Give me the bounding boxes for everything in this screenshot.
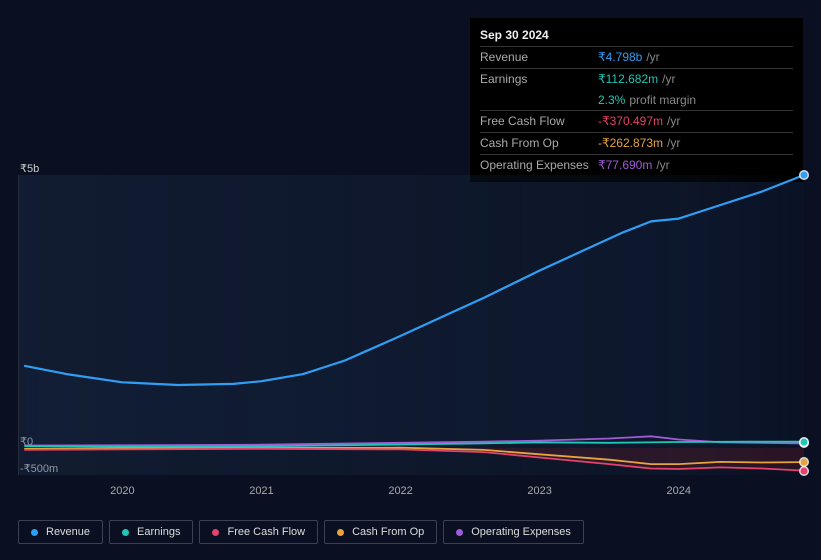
tooltip-value: -₹262.873m (598, 136, 663, 150)
tooltip-value: ₹112.682m (598, 72, 658, 86)
tooltip-row: Revenue₹4.798b/yr (480, 46, 793, 68)
legend: Revenue Earnings Free Cash Flow Cash From O… (18, 520, 584, 544)
y-axis-tick: ₹5b (20, 162, 39, 175)
tooltip-row: Free Cash Flow-₹370.497m/yr (480, 110, 793, 132)
tooltip-value: ₹77.690m (598, 158, 652, 172)
tooltip-value-wrap: 2.3% profit margin (598, 92, 696, 109)
legend-dot-icon (337, 529, 344, 536)
chart-svg (18, 175, 804, 475)
tooltip-date: Sep 30 2024 (480, 24, 793, 46)
legend-item-free-cash-flow[interactable]: Free Cash Flow (199, 520, 318, 544)
series-end-marker (801, 438, 808, 445)
tooltip-value-wrap: -₹262.873m/yr (598, 135, 680, 152)
x-axis-tick: 2023 (527, 485, 551, 497)
x-axis-tick: 2021 (249, 485, 273, 497)
tooltip-value-wrap: ₹77.690m/yr (598, 157, 670, 174)
legend-item-earnings[interactable]: Earnings (109, 520, 193, 544)
x-axis-tick: 2024 (667, 485, 691, 497)
tooltip-label: Earnings (480, 71, 598, 88)
tooltip-value-wrap: -₹370.497m/yr (598, 113, 680, 130)
tooltip-label: Cash From Op (480, 135, 598, 152)
legend-dot-icon (31, 529, 38, 536)
tooltip-panel: Sep 30 2024 Revenue₹4.798b/yrEarnings₹11… (470, 18, 803, 182)
legend-label: Revenue (46, 526, 90, 538)
tooltip-suffix: /yr (656, 158, 669, 172)
tooltip-label: Operating Expenses (480, 157, 598, 174)
tooltip-value: -₹370.497m (598, 114, 663, 128)
series-end-marker (801, 467, 808, 474)
x-axis-tick: 2020 (110, 485, 134, 497)
tooltip-value-wrap: ₹4.798b/yr (598, 49, 660, 66)
tooltip-row: Earnings₹112.682m/yr (480, 68, 793, 90)
tooltip-suffix: /yr (646, 50, 659, 64)
legend-dot-icon (456, 529, 463, 536)
tooltip-value: 2.3% (598, 93, 625, 107)
tooltip-suffix: /yr (667, 114, 680, 128)
tooltip-value-wrap: ₹112.682m/yr (598, 71, 675, 88)
legend-label: Cash From Op (352, 526, 424, 538)
tooltip-row: Cash From Op-₹262.873m/yr (480, 132, 793, 154)
tooltip-suffix: /yr (662, 72, 675, 86)
legend-item-operating-expenses[interactable]: Operating Expenses (443, 520, 584, 544)
legend-label: Operating Expenses (471, 526, 571, 538)
legend-label: Free Cash Flow (227, 526, 305, 538)
series-end-marker (801, 459, 808, 466)
tooltip-row: Operating Expenses₹77.690m/yr (480, 154, 793, 176)
legend-item-cash-from-op[interactable]: Cash From Op (324, 520, 437, 544)
tooltip-label (480, 92, 598, 109)
tooltip-label: Revenue (480, 49, 598, 66)
series-end-marker (801, 172, 808, 179)
legend-item-revenue[interactable]: Revenue (18, 520, 103, 544)
tooltip-suffix: profit margin (629, 93, 696, 107)
legend-label: Earnings (137, 526, 180, 538)
x-axis-tick: 2022 (388, 485, 412, 497)
legend-dot-icon (212, 529, 219, 536)
tooltip-label: Free Cash Flow (480, 113, 598, 130)
tooltip-value: ₹4.798b (598, 50, 642, 64)
tooltip-row: 2.3% profit margin (480, 90, 793, 111)
legend-dot-icon (122, 529, 129, 536)
tooltip-suffix: /yr (667, 136, 680, 150)
